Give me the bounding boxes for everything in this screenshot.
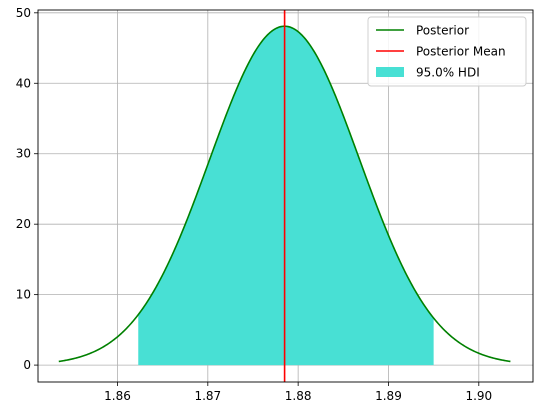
legend: Posterior Posterior Mean 95.0% HDI [367,16,527,87]
legend-mean-label: Posterior Mean [416,45,506,59]
y-axis: 0 10 20 30 40 50 [16,6,38,372]
hdi-area [138,26,434,366]
x-tick-label: 1.90 [465,389,492,403]
plot-frame [37,9,534,383]
y-tick-label: 10 [16,288,31,302]
legend-posterior-label: Posterior [416,24,469,38]
y-tick-label: 40 [16,76,31,90]
y-tick-label: 30 [16,147,31,161]
legend-hdi-swatch [376,67,404,77]
y-tick-label: 20 [16,217,31,231]
y-tick-label: 0 [23,358,31,372]
legend-hdi-label: 95.0% HDI [416,66,480,80]
x-axis: 1.86 1.87 1.88 1.89 1.90 [104,382,492,403]
x-tick-label: 1.88 [285,389,312,403]
x-tick-label: 1.86 [104,389,131,403]
x-tick-label: 1.87 [194,389,221,403]
x-tick-label: 1.89 [375,389,402,403]
legend-box [367,16,527,87]
y-tick-label: 50 [16,6,31,20]
